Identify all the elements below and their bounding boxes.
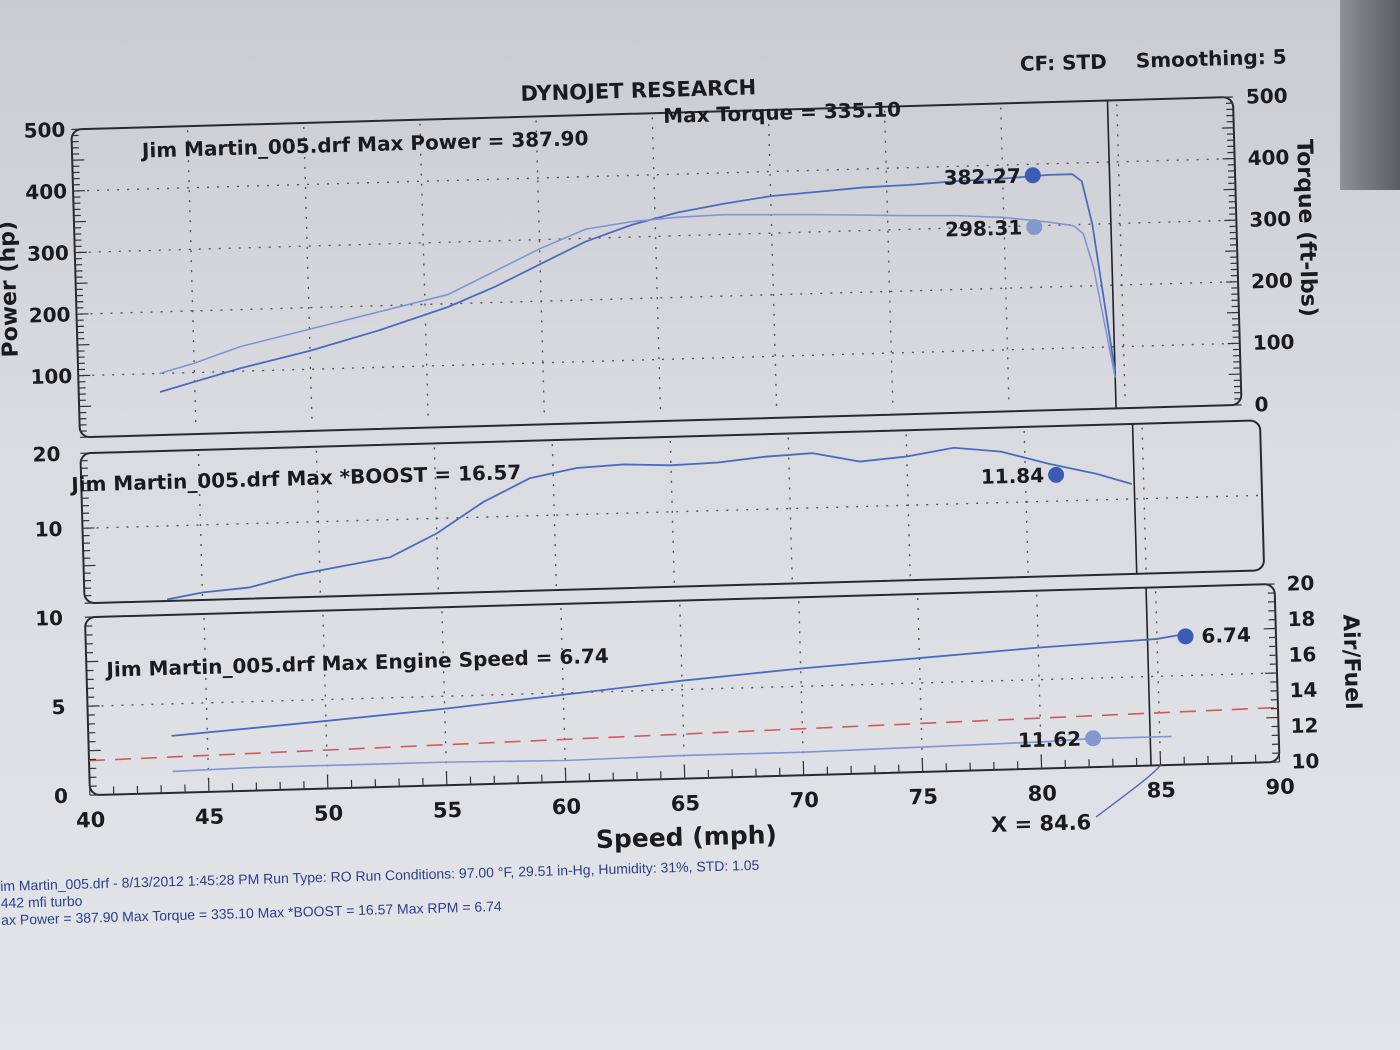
torque-tick-label: 100 bbox=[1252, 330, 1294, 355]
boost-endpoint-value: 11.84 bbox=[980, 463, 1044, 489]
power-endpoint-marker bbox=[1024, 167, 1041, 184]
power-tick-label: 400 bbox=[25, 179, 67, 204]
grid-vertical bbox=[787, 437, 793, 580]
airfuel-endpoint-marker bbox=[1085, 730, 1102, 747]
grid-vertical bbox=[535, 120, 546, 421]
boost-line bbox=[166, 446, 1133, 601]
grid-horizontal bbox=[82, 342, 1236, 377]
grid-vertical bbox=[560, 607, 567, 778]
airfuel-tick-label: 16 bbox=[1288, 642, 1317, 667]
engine-speed-title: Jim Martin_005.drf Max Engine Speed = 6.… bbox=[104, 644, 609, 682]
grid-vertical bbox=[197, 453, 204, 596]
cursor-pointer bbox=[1095, 764, 1162, 818]
cursor-line bbox=[1145, 587, 1152, 766]
cursor-x-label: X = 84.6 bbox=[991, 810, 1092, 837]
grid-vertical bbox=[441, 611, 448, 782]
grid-vertical bbox=[669, 440, 675, 583]
background-edge bbox=[1340, 0, 1400, 190]
airfuel-tick-label: 12 bbox=[1290, 713, 1319, 738]
airfuel-endpoint-value: 11.62 bbox=[1018, 727, 1082, 753]
airfuel-tick-label: 20 bbox=[1286, 571, 1315, 596]
torque-tick-label: 500 bbox=[1246, 83, 1288, 108]
grid-horizontal bbox=[77, 157, 1231, 192]
grid-vertical bbox=[1141, 427, 1147, 570]
grid-horizontal bbox=[91, 672, 1274, 707]
torque-line bbox=[159, 213, 1116, 378]
x-axis-title: Speed (mph) bbox=[595, 820, 777, 854]
airfuel-tick-label: 10 bbox=[1291, 749, 1320, 774]
cursor-line bbox=[1106, 100, 1117, 409]
power-endpoint-value: 382.27 bbox=[943, 164, 1021, 190]
torque-endpoint-value: 298.31 bbox=[945, 215, 1023, 241]
torque-endpoint-marker bbox=[1026, 219, 1043, 236]
grid-vertical bbox=[798, 601, 805, 772]
x-tick-label: 75 bbox=[908, 785, 938, 810]
boost-endpoint-marker bbox=[1048, 466, 1065, 483]
airfuel-axis-title: Air/Fuel bbox=[1337, 614, 1365, 710]
torque-tick-label: 0 bbox=[1254, 392, 1269, 416]
grid-vertical bbox=[419, 123, 430, 424]
x-tick-label: 70 bbox=[789, 788, 819, 813]
grid-vertical bbox=[322, 614, 329, 785]
x-tick-label: 45 bbox=[195, 804, 225, 829]
boost-tick-label: 10 bbox=[34, 517, 63, 542]
x-tick-label: 40 bbox=[76, 808, 106, 833]
x-tick-label: 80 bbox=[1027, 781, 1057, 806]
grid-vertical bbox=[883, 110, 894, 411]
grid-vertical bbox=[203, 617, 210, 788]
dyno-chart: DYNOJET RESEARCH CF: STD Smoothing: 5 38… bbox=[0, 44, 1365, 854]
grid-vertical bbox=[1154, 591, 1162, 762]
x-tick-label: 85 bbox=[1146, 778, 1176, 803]
power-tick-label: 200 bbox=[28, 302, 70, 327]
grid-vertical bbox=[1000, 107, 1010, 408]
grid-vertical bbox=[1036, 594, 1043, 765]
engine-tick-label: 10 bbox=[35, 606, 64, 631]
engine-tick-label: 5 bbox=[51, 695, 66, 719]
grid-vertical bbox=[186, 130, 197, 431]
engine-tick-label: 0 bbox=[54, 784, 69, 808]
power-tick-label: 100 bbox=[30, 364, 72, 389]
x-tick-label: 50 bbox=[314, 801, 344, 826]
power-torque-title: Jim Martin_005.drf Max Power = 387.90 bbox=[140, 126, 589, 163]
engine-speed-line bbox=[171, 633, 1181, 737]
airfuel-reference-line bbox=[88, 706, 1279, 762]
torque-axis-title: Torque (ft-lbs) bbox=[1291, 139, 1321, 317]
smoothing-label: Smoothing: 5 bbox=[1136, 44, 1287, 72]
grid-vertical bbox=[767, 113, 778, 414]
grid-vertical bbox=[1116, 104, 1126, 405]
power-axis-title: Power (hp) bbox=[0, 221, 24, 358]
cf-label: CF: STD bbox=[1020, 50, 1107, 76]
torque-tick-label: 300 bbox=[1249, 207, 1291, 232]
torque-tick-label: 200 bbox=[1251, 268, 1293, 293]
cursor-line bbox=[1131, 423, 1138, 574]
x-tick-label: 65 bbox=[670, 791, 700, 816]
chart-header-title: DYNOJET RESEARCH bbox=[520, 75, 756, 106]
grid-vertical bbox=[651, 117, 662, 418]
engine-speed-endpoint-marker bbox=[1177, 628, 1194, 645]
power-line bbox=[159, 173, 1116, 393]
grid-vertical bbox=[551, 444, 558, 587]
boost-tick-label: 20 bbox=[32, 442, 61, 467]
torque-tick-label: 400 bbox=[1247, 145, 1289, 170]
x-tick-label: 55 bbox=[433, 798, 463, 823]
airfuel-tick-label: 18 bbox=[1287, 606, 1316, 631]
grid-vertical bbox=[905, 434, 911, 577]
airfuel-tick-label: 14 bbox=[1289, 678, 1318, 703]
x-tick-label: 90 bbox=[1265, 775, 1295, 800]
boost-title: Jim Martin_005.drf Max *BOOST = 16.57 bbox=[69, 460, 522, 497]
grid-horizontal bbox=[80, 281, 1235, 315]
grid-vertical bbox=[917, 597, 924, 768]
engine-speed-endpoint-value: 6.74 bbox=[1201, 623, 1251, 648]
power-tick-label: 300 bbox=[27, 241, 69, 266]
max-torque-title: Max Torque = 335.10 bbox=[663, 97, 901, 128]
power-tick-label: 500 bbox=[23, 118, 65, 143]
x-tick-label: 60 bbox=[552, 794, 582, 819]
grid-vertical bbox=[303, 126, 313, 427]
grid-vertical bbox=[679, 604, 686, 775]
